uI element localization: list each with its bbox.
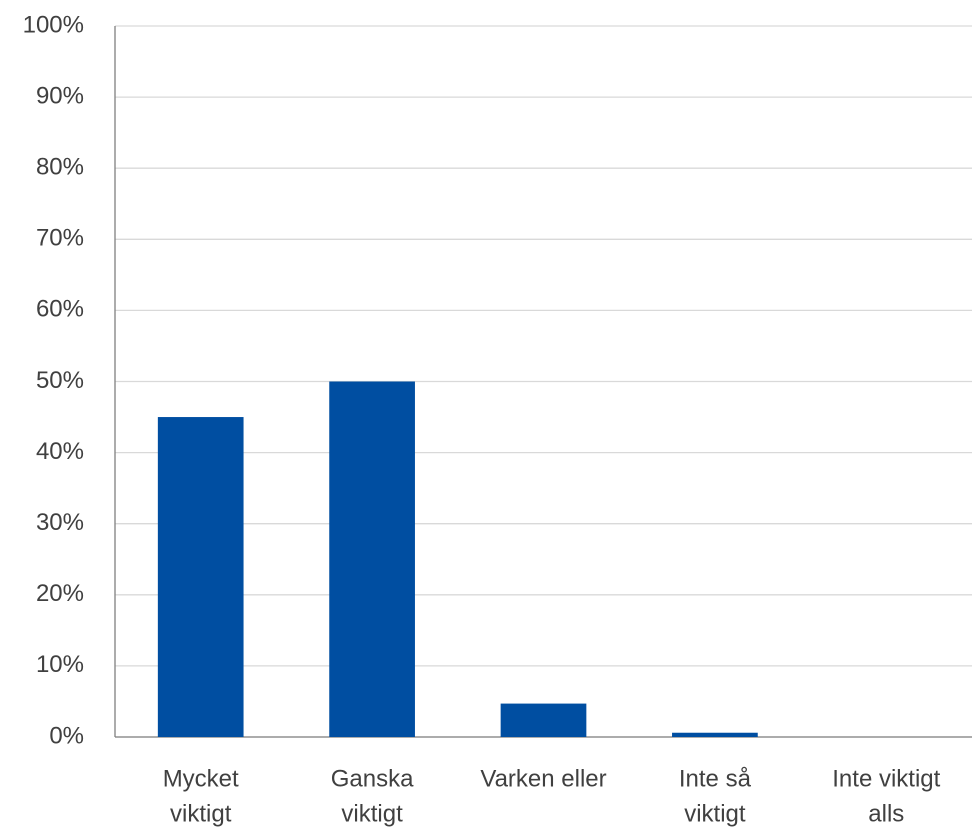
x-tick-label: Mycket	[163, 765, 239, 792]
x-tick-label: Ganska	[331, 765, 414, 792]
y-tick-label: 50%	[36, 367, 84, 394]
y-tick-label: 20%	[36, 580, 84, 607]
x-tick-label: viktigt	[170, 800, 232, 827]
x-tick-label: viktigt	[684, 800, 746, 827]
y-tick-label: 40%	[36, 438, 84, 465]
x-tick-label: viktigt	[341, 800, 403, 827]
bar	[672, 732, 758, 737]
y-tick-label: 70%	[36, 225, 84, 252]
y-tick-label: 100%	[23, 11, 84, 38]
bar	[500, 703, 587, 737]
y-tick-label: 80%	[36, 154, 84, 181]
y-tick-label: 90%	[36, 82, 84, 109]
y-tick-label: 60%	[36, 296, 84, 323]
x-tick-label: Inte så	[679, 765, 752, 792]
y-tick-label: 10%	[36, 651, 84, 678]
bar	[329, 381, 415, 737]
y-tick-label: 0%	[49, 722, 84, 749]
x-tick-label: alls	[868, 800, 904, 827]
x-tick-label: Varken eller	[480, 765, 606, 792]
y-tick-label: 30%	[36, 509, 84, 536]
bar	[157, 417, 244, 737]
x-tick-label: Inte viktigt	[832, 765, 940, 792]
